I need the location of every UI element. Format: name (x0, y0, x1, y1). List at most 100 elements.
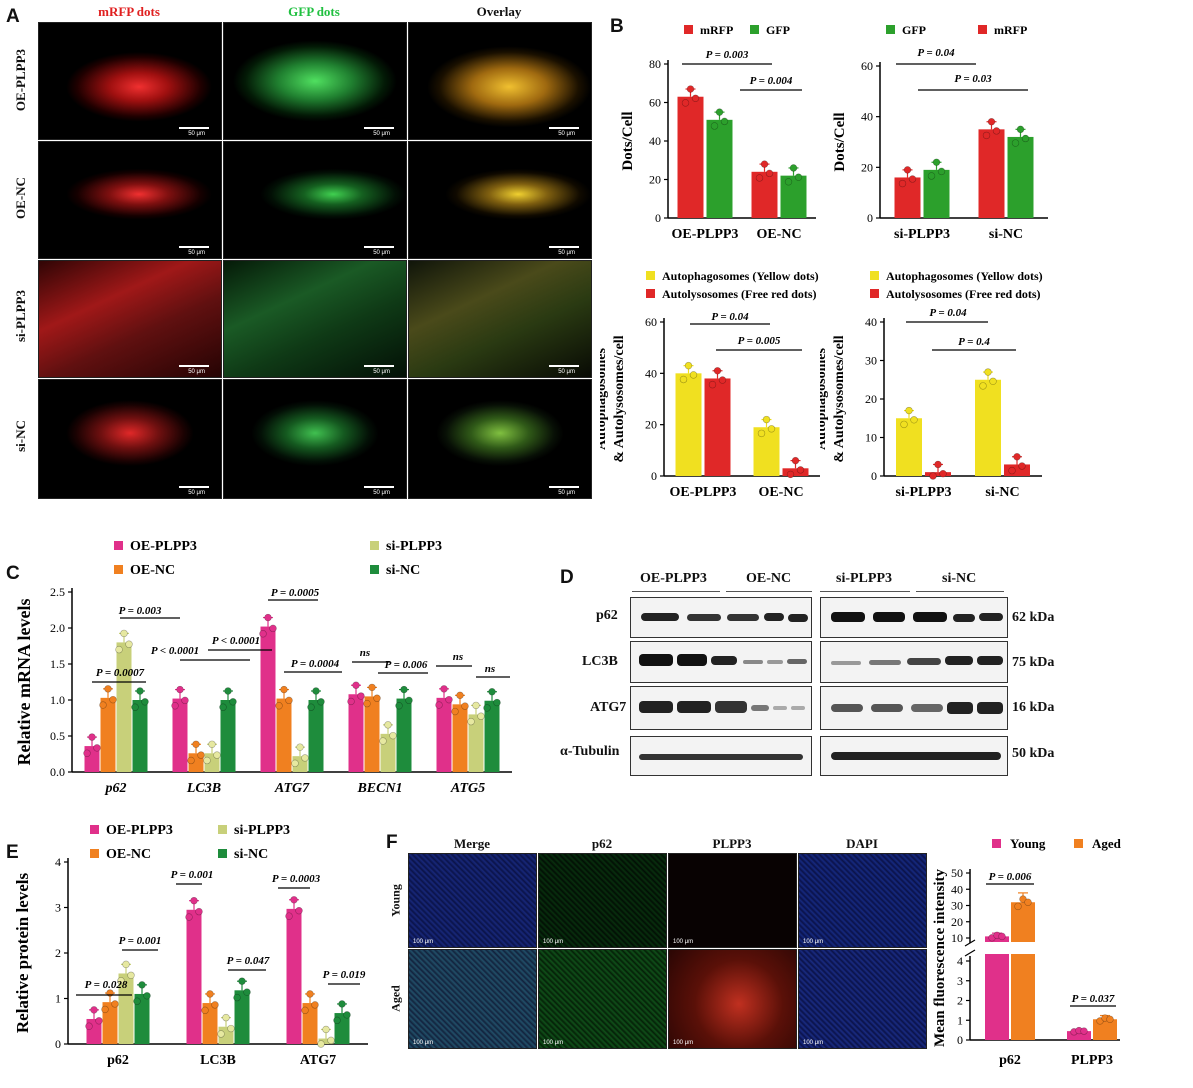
data-point-c (181, 696, 189, 705)
data-point-b2 (932, 158, 941, 166)
data-point-c (176, 685, 184, 694)
blot-strip-lc3b-si (820, 641, 1008, 683)
micrograph-si-plpp3-overlay: 50 μm (408, 260, 592, 378)
x-tick-label-b2-si-nc: si-NC (989, 227, 1023, 242)
data-point-b1 (784, 178, 793, 186)
bar-c-si-nc-becn1 (396, 698, 412, 772)
data-point-e (101, 1005, 109, 1014)
y-tick-label-b1: 20 (649, 173, 661, 187)
data-point-b2 (987, 118, 996, 126)
blot-kda-lc3b: 75 kDa (1012, 655, 1055, 670)
data-point-e (85, 1022, 93, 1030)
chart-b1: 0 20 40 60 80 Dots/Cell OE-PLPP3 OE-NC mRFP GFP P … (620, 23, 816, 242)
significance-label-b3: P = 0.005 (738, 335, 781, 347)
y-tick-label-b4: 30 (865, 354, 877, 368)
data-point-c (384, 721, 392, 729)
y-axis-title-line: Autophagosomes (820, 347, 829, 449)
data-point-c (312, 687, 320, 695)
data-point-e (333, 1016, 341, 1025)
data-point-c (203, 756, 211, 765)
y-tick-label-f: 10 (951, 931, 963, 945)
blot-strip-tubulin-si (820, 736, 1008, 776)
data-point-c (483, 704, 491, 712)
significance-label-b1: P = 0.003 (706, 49, 749, 61)
chart-b3: 0 20 40 60 Autophagosomes & Autolysosomes/cel… (600, 269, 820, 500)
bar-b1-mrfp-oe-nc (751, 171, 778, 218)
legend-swatch-e-oe-nc (90, 849, 99, 858)
y-axis-title-b3: Autophagosomes & Autolysosomes/cell (600, 335, 627, 462)
data-point-b4 (934, 460, 942, 469)
bar-e-oe-plpp3-lc3b (186, 909, 202, 1044)
significance-label-c: P = 0.006 (385, 659, 428, 671)
data-point-c (472, 701, 480, 710)
panel-label-b: B (610, 16, 624, 37)
data-point-b1 (715, 108, 724, 116)
y-tick-label-e: 1 (55, 992, 61, 1006)
data-point-c (379, 737, 387, 745)
significance-label-e: P = 0.047 (227, 955, 270, 967)
y-tick-label-c: 2.0 (50, 621, 65, 635)
legend-label-c-si-plpp3: si-PLPP3 (386, 539, 442, 554)
data-point-f (998, 932, 1006, 941)
data-point-b2 (1016, 125, 1025, 134)
data-point-b4 (1008, 466, 1016, 475)
data-point-b4 (979, 382, 987, 390)
blot-strip-atg7-si (820, 686, 1008, 730)
significance-label-b3: P = 0.04 (711, 311, 749, 323)
data-point-b2 (982, 131, 991, 140)
data-point-b4 (989, 377, 997, 385)
data-point-e (190, 896, 198, 905)
bar-b3-autophagosomes-yellow-dots-oe-plpp3 (675, 373, 702, 476)
micrograph-oe-plpp3-gfp: 50 μm (223, 22, 407, 140)
data-point-c (291, 759, 299, 768)
col-title-overlay: Overlay (476, 4, 522, 19)
data-point-e (317, 1040, 325, 1048)
y-tick-label-c: 0.5 (50, 729, 65, 743)
y-tick-label-b2: 40 (861, 110, 873, 124)
bar-c-si-plpp3-p62 (116, 642, 132, 772)
data-point-c (141, 698, 149, 706)
data-point-b1 (720, 117, 729, 126)
legend-swatch-c-si-nc (370, 565, 379, 574)
data-point-c (264, 613, 272, 622)
bar-c-oe-plpp3-atg7 (260, 626, 276, 772)
y-axis-title-line: Autophagosomes (600, 347, 609, 449)
x-tick-label-b1-oe-nc: OE-NC (756, 227, 801, 242)
bar-c-si-nc-atg7 (308, 700, 324, 772)
data-point-e (127, 971, 135, 979)
data-point-e (117, 977, 125, 985)
legend-label-b2-gfp: GFP (902, 23, 926, 37)
data-point-b4 (929, 472, 937, 480)
data-point-c (285, 696, 293, 705)
data-point-b2 (1011, 139, 1020, 147)
bar-c-oe-nc-atg7 (276, 698, 292, 772)
data-point-b2 (1021, 134, 1030, 143)
micrograph-oe-nc-gfp: 50 μm (223, 141, 407, 259)
y-tick-label-f: 40 (951, 882, 963, 896)
data-point-c (445, 695, 453, 704)
bar-f-aged-plpp3 (1093, 1019, 1117, 1040)
data-point-b1 (681, 99, 690, 107)
x-tick-label-b4-si-nc: si-NC (985, 485, 1019, 500)
col-title-dapi: DAPI (846, 836, 878, 851)
micrograph-young-p62: 100 μm (538, 853, 667, 948)
y-tick-label-c: 1.5 (50, 657, 65, 671)
y-tick-label-f: 30 (951, 899, 963, 913)
data-point-b3 (757, 429, 766, 438)
y-tick-label-b1: 80 (649, 57, 661, 71)
data-point-b3 (718, 376, 727, 384)
data-point-f (1024, 898, 1032, 906)
legend-label-b3-autolysosomes-free-red-dots: Autolysosomes (Free red dots) (662, 287, 817, 301)
data-point-b4 (984, 368, 992, 376)
data-point-e (285, 912, 293, 920)
data-point-c (120, 629, 128, 638)
row-label-si-plpp3: si-PLPP3 (13, 290, 28, 342)
data-point-f (1014, 902, 1022, 911)
y-tick-label-e: 0 (55, 1037, 61, 1051)
col-title-plpp3: PLPP3 (712, 836, 752, 851)
bar-b2-mrfp-si-nc (978, 129, 1005, 218)
y-axis-title-b1: Dots/Cell (620, 111, 636, 170)
legend-swatch-e-si-nc (218, 849, 227, 858)
bar-c-si-plpp3-atg5 (468, 714, 484, 772)
data-point-b2 (908, 175, 917, 183)
